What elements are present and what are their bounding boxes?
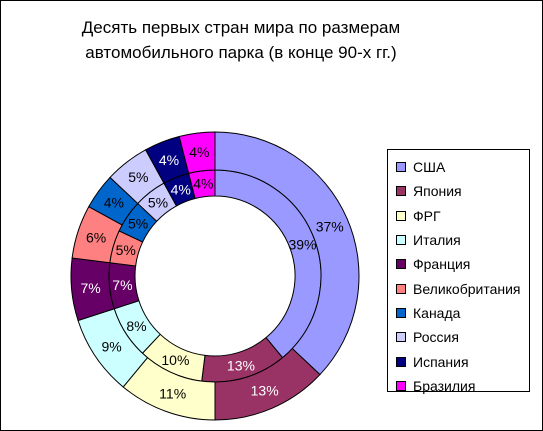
legend-label: Испания bbox=[413, 353, 469, 370]
legend-swatch bbox=[396, 235, 406, 246]
legend-swatch bbox=[396, 307, 406, 318]
inner-ring-label-9: 4% bbox=[171, 182, 191, 198]
legend-label: Великобритания bbox=[413, 280, 521, 297]
outer-ring-label-5: 7% bbox=[80, 280, 100, 296]
chart-title-line-1: Десять первых стран мира по размерам bbox=[81, 18, 401, 37]
chart-title-line-2: автомобильного парка (в конце 90-х гг.) bbox=[85, 43, 397, 62]
legend-swatch bbox=[396, 356, 406, 367]
inner-ring-label-7: 5% bbox=[128, 216, 148, 232]
legend-item: Россия bbox=[396, 325, 529, 349]
outer-ring-label-3: 11% bbox=[159, 386, 186, 402]
legend-label: Италия bbox=[413, 232, 461, 249]
legend-swatch bbox=[396, 283, 406, 294]
outer-ring-label-9: 4% bbox=[159, 152, 179, 168]
legend-label: Россия bbox=[413, 329, 459, 346]
inner-ring-label-8: 5% bbox=[148, 195, 168, 211]
inner-ring-label-2: 13% bbox=[227, 357, 255, 373]
legend-item: Канада bbox=[396, 301, 529, 325]
chart-title: Десять первых стран мира по размерам авт… bbox=[61, 15, 421, 65]
legend-swatch bbox=[396, 210, 406, 221]
legend-label: Канада bbox=[413, 304, 461, 321]
inner-ring-label-3: 10% bbox=[161, 352, 189, 368]
inner-ring-label-10: 4% bbox=[193, 176, 213, 192]
legend-label: Франция bbox=[413, 256, 471, 273]
legend-label: Япония bbox=[413, 183, 462, 200]
legend-item: США bbox=[396, 155, 529, 179]
inner-ring-label-6: 5% bbox=[116, 242, 136, 258]
legend-swatch bbox=[396, 380, 406, 391]
legend-item: Италия bbox=[396, 228, 529, 252]
inner-ring-label-1: 39% bbox=[288, 236, 316, 252]
outer-ring-label-7: 4% bbox=[104, 195, 124, 211]
outer-ring-label-1: 37% bbox=[316, 218, 344, 234]
legend-swatch bbox=[396, 186, 406, 197]
legend-item: Испания bbox=[396, 349, 529, 373]
legend-item: ФРГ bbox=[396, 204, 529, 228]
legend-item: Япония bbox=[396, 179, 529, 203]
outer-ring-label-2: 13% bbox=[251, 383, 279, 399]
legend: США Япония ФРГ Италия Франция Великобритания К… bbox=[387, 149, 530, 394]
outer-ring-label-6: 6% bbox=[86, 229, 106, 245]
outer-ring-label-10: 4% bbox=[189, 144, 209, 160]
legend-label: ФРГ bbox=[413, 207, 441, 224]
legend-swatch bbox=[396, 259, 406, 270]
outer-ring-label-8: 5% bbox=[128, 169, 148, 185]
inner-ring-label-4: 8% bbox=[126, 318, 146, 334]
outer-ring-slice-10 bbox=[178, 131, 216, 174]
legend-label: Бразилия bbox=[413, 377, 476, 394]
outer-ring-label-4: 9% bbox=[101, 338, 121, 354]
inner-ring-label-5: 7% bbox=[112, 277, 132, 293]
legend-swatch bbox=[396, 162, 406, 173]
legend-swatch bbox=[396, 332, 406, 343]
legend-item: Франция bbox=[396, 252, 529, 276]
legend-label: США bbox=[413, 159, 446, 176]
outer-ring-slice-1 bbox=[214, 131, 360, 376]
legend-item: Великобритания bbox=[396, 276, 529, 300]
legend-item: Бразилия bbox=[396, 374, 529, 398]
